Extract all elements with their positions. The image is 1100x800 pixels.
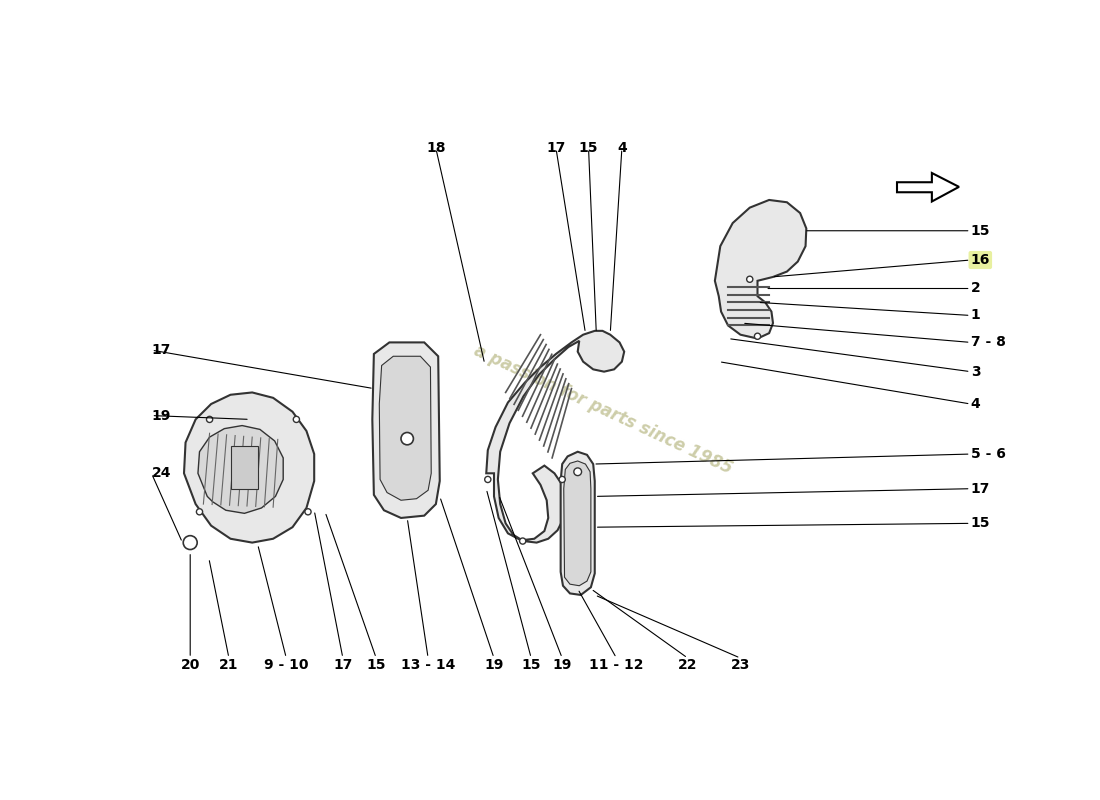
- Text: 2: 2: [970, 282, 980, 295]
- Text: 15: 15: [970, 224, 990, 238]
- Text: 21: 21: [219, 658, 239, 672]
- Text: 9 - 10: 9 - 10: [264, 658, 308, 672]
- Text: 18: 18: [426, 142, 446, 155]
- PathPatch shape: [198, 426, 283, 514]
- Circle shape: [755, 333, 760, 339]
- Text: 15: 15: [970, 516, 990, 530]
- Circle shape: [747, 276, 752, 282]
- Circle shape: [485, 476, 491, 482]
- Text: 11 - 12: 11 - 12: [590, 658, 644, 672]
- Text: 16: 16: [970, 253, 990, 267]
- PathPatch shape: [184, 393, 315, 542]
- PathPatch shape: [486, 331, 624, 542]
- Text: 19: 19: [552, 658, 572, 672]
- Text: 4: 4: [617, 142, 627, 155]
- PathPatch shape: [231, 446, 257, 489]
- Text: 15: 15: [579, 142, 598, 155]
- Text: 15: 15: [521, 658, 541, 672]
- Text: 20: 20: [180, 658, 200, 672]
- PathPatch shape: [379, 356, 431, 500]
- Text: 3: 3: [970, 365, 980, 378]
- PathPatch shape: [372, 342, 440, 518]
- Circle shape: [574, 468, 582, 476]
- Text: 22: 22: [678, 658, 697, 672]
- Polygon shape: [896, 173, 959, 202]
- Text: 5 - 6: 5 - 6: [970, 447, 1005, 461]
- Text: 17: 17: [152, 343, 170, 357]
- Circle shape: [184, 536, 197, 550]
- Circle shape: [305, 509, 311, 515]
- Circle shape: [559, 476, 565, 482]
- Text: 19: 19: [152, 409, 170, 422]
- Text: 1: 1: [970, 309, 980, 322]
- Text: 7 - 8: 7 - 8: [970, 335, 1005, 350]
- Circle shape: [402, 433, 414, 445]
- Text: 4: 4: [970, 397, 980, 411]
- Text: 15: 15: [366, 658, 386, 672]
- Text: 13 - 14: 13 - 14: [400, 658, 455, 672]
- Text: 17: 17: [970, 482, 990, 496]
- Circle shape: [207, 416, 212, 422]
- Circle shape: [294, 416, 299, 422]
- Text: 17: 17: [547, 142, 565, 155]
- Circle shape: [197, 509, 202, 515]
- PathPatch shape: [715, 200, 806, 338]
- Text: 19: 19: [484, 658, 504, 672]
- Text: 17: 17: [333, 658, 353, 672]
- PathPatch shape: [563, 461, 591, 586]
- PathPatch shape: [561, 452, 595, 595]
- Text: a passion for parts since 1985: a passion for parts since 1985: [471, 342, 735, 478]
- Text: 24: 24: [152, 466, 170, 480]
- Text: 23: 23: [730, 658, 750, 672]
- Circle shape: [519, 538, 526, 544]
